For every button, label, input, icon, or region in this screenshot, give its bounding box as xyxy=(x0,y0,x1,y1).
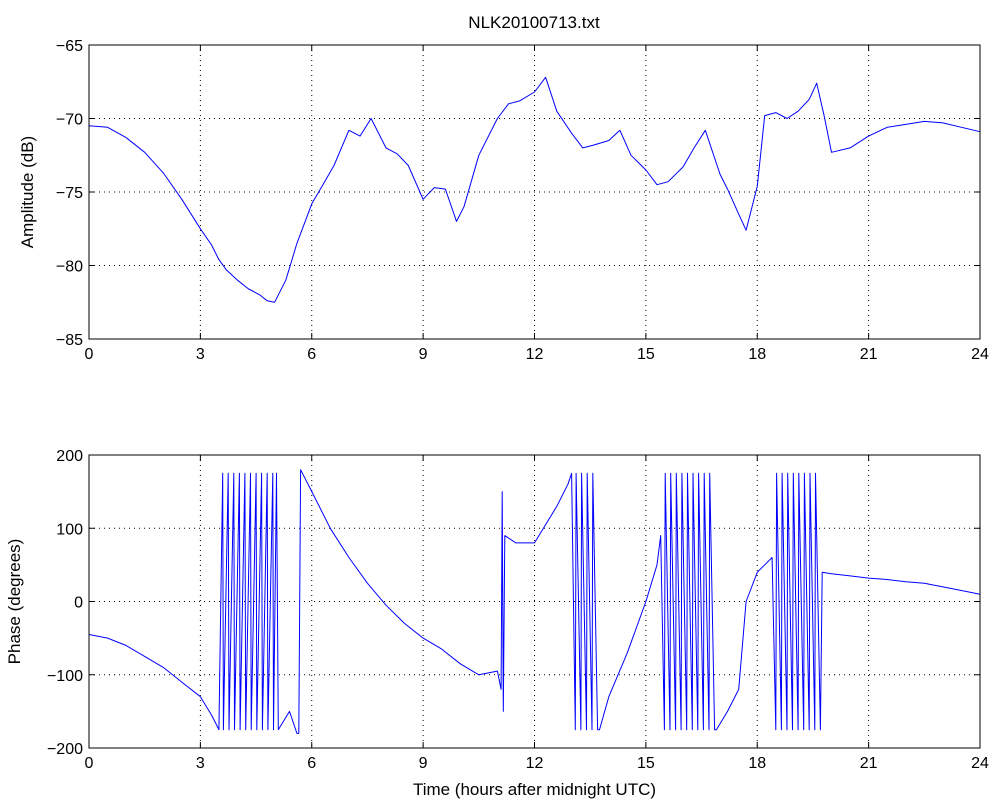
amplitude-x-tick-label-3: 9 xyxy=(419,346,428,363)
phase-x-tick-label-4: 12 xyxy=(526,755,544,772)
amplitude-x-tick-label-6: 18 xyxy=(748,346,766,363)
phase-x-tick-label-3: 9 xyxy=(419,755,428,772)
phase-x-tick-label-0: 0 xyxy=(85,755,94,772)
chart-title: NLK20100713.txt xyxy=(468,13,600,32)
amplitude-y-tick-label-1: −80 xyxy=(56,259,83,276)
phase-x-tick-label-6: 18 xyxy=(748,755,766,772)
phase-x-tick-label-7: 21 xyxy=(860,755,878,772)
amplitude-series-line xyxy=(88,76,981,303)
phase-x-tick-label-5: 15 xyxy=(637,755,655,772)
amplitude-y-tick-label-4: −65 xyxy=(56,38,83,55)
phase-y-tick-label-4: 200 xyxy=(56,448,83,465)
amplitude-x-tick-label-1: 3 xyxy=(196,346,205,363)
phase-y-tick-label-1: −100 xyxy=(47,668,83,685)
amplitude-x-tick-labels: 0 3 6 9 12 15 18 21 24 xyxy=(85,346,989,363)
amplitude-grid xyxy=(89,45,980,339)
phase-y-tick-label-2: 0 xyxy=(74,595,83,612)
amplitude-x-tick-label-2: 6 xyxy=(307,346,316,363)
amplitude-x-tick-label-7: 21 xyxy=(860,346,878,363)
phase-y-axis-label: Phase (degrees) xyxy=(5,539,24,665)
phase-x-tick-label-1: 3 xyxy=(196,755,205,772)
phase-x-tick-label-8: 24 xyxy=(971,755,989,772)
phase-y-tick-labels: −200 −100 0 100 200 xyxy=(47,448,83,758)
amplitude-x-tick-label-0: 0 xyxy=(85,346,94,363)
amplitude-y-tick-label-3: −70 xyxy=(56,112,83,129)
amplitude-y-tick-label-0: −85 xyxy=(56,332,83,349)
amplitude-x-tick-label-4: 12 xyxy=(526,346,544,363)
phase-grid xyxy=(89,455,980,748)
phase-panel: 0 3 6 9 12 15 18 21 24 −200 −100 0 100 200 Phase (de… xyxy=(5,448,989,799)
amplitude-axes-frame xyxy=(88,44,981,340)
phase-y-tick-label-3: 100 xyxy=(56,521,83,538)
amplitude-y-tick-labels: −85 −80 −75 −70 −65 xyxy=(56,38,83,349)
amplitude-x-tick-label-5: 15 xyxy=(637,346,655,363)
amplitude-y-tick-label-2: −75 xyxy=(56,185,83,202)
amplitude-panel: NLK20100713.txt 0 3 6 9 12 15 18 21 24 −85 −80 −75… xyxy=(18,13,989,363)
phase-y-tick-label-0: −200 xyxy=(47,741,83,758)
phase-x-axis-label: Time (hours after midnight UTC) xyxy=(413,780,656,799)
amplitude-x-tick-label-8: 24 xyxy=(971,346,989,363)
amplitude-y-axis-label: Amplitude (dB) xyxy=(18,136,37,248)
phase-series-line xyxy=(88,469,981,734)
phase-x-tick-labels: 0 3 6 9 12 15 18 21 24 xyxy=(85,755,989,772)
phase-x-tick-label-2: 6 xyxy=(307,755,316,772)
phase-axes-frame xyxy=(88,454,981,749)
